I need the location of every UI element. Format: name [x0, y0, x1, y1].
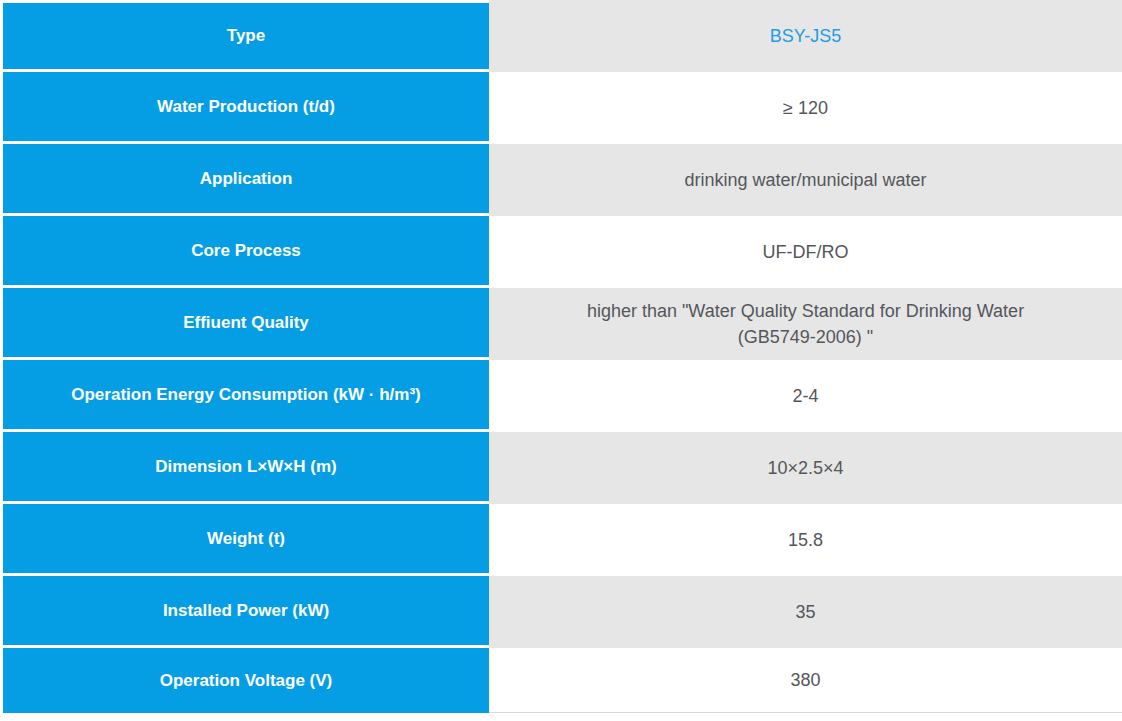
label-energy-consumption: Operation Energy Consumption (kW · h/m³) [0, 360, 489, 432]
label-installed-power: Installed Power (kW) [0, 576, 489, 648]
value-energy-consumption-text: 2-4 [792, 383, 818, 409]
label-dimension-text: Dimension L×W×H (m) [155, 457, 336, 477]
label-effluent-quality-text: Effiuent Quality [183, 313, 309, 333]
label-core-process: Core Process [0, 216, 489, 288]
label-water-production-text: Water Production (t/d) [157, 97, 335, 117]
row-effluent-quality: Effiuent Quality higher than "Water Qual… [0, 288, 1122, 360]
label-application: Application [0, 144, 489, 216]
value-type-text: BSY-JS5 [770, 23, 841, 49]
label-operation-voltage-text: Operation Voltage (V) [160, 671, 333, 691]
value-effluent-quality-line1: higher than "Water Quality Standard for … [587, 298, 1024, 324]
row-installed-power: Installed Power (kW) 35 [0, 576, 1122, 648]
value-type: BSY-JS5 [489, 0, 1122, 72]
label-core-process-text: Core Process [191, 241, 301, 261]
label-water-production: Water Production (t/d) [0, 72, 489, 144]
row-core-process: Core Process UF-DF/RO [0, 216, 1122, 288]
row-type: Type BSY-JS5 [0, 0, 1122, 72]
value-application-text: drinking water/municipal water [684, 167, 926, 193]
value-operation-voltage-text: 380 [790, 667, 820, 693]
label-effluent-quality: Effiuent Quality [0, 288, 489, 360]
label-energy-consumption-text: Operation Energy Consumption (kW · h/m³) [71, 385, 420, 405]
value-dimension: 10×2.5×4 [489, 432, 1122, 504]
value-energy-consumption: 2-4 [489, 360, 1122, 432]
value-installed-power: 35 [489, 576, 1122, 648]
product-spec-table: Type BSY-JS5 Water Production (t/d) ≥ 12… [0, 0, 1122, 713]
value-water-production: ≥ 120 [489, 72, 1122, 144]
label-dimension: Dimension L×W×H (m) [0, 432, 489, 504]
value-application: drinking water/municipal water [489, 144, 1122, 216]
row-operation-voltage: Operation Voltage (V) 380 [0, 648, 1122, 713]
value-dimension-text: 10×2.5×4 [767, 455, 843, 481]
value-weight-text: 15.8 [788, 527, 823, 553]
label-operation-voltage: Operation Voltage (V) [0, 648, 489, 713]
value-installed-power-text: 35 [795, 599, 815, 625]
label-weight-text: Weight (t) [207, 529, 285, 549]
row-weight: Weight (t) 15.8 [0, 504, 1122, 576]
value-core-process-text: UF-DF/RO [763, 239, 849, 265]
label-type: Type [0, 0, 489, 72]
value-operation-voltage: 380 [489, 648, 1122, 713]
row-energy-consumption: Operation Energy Consumption (kW · h/m³)… [0, 360, 1122, 432]
label-application-text: Application [200, 169, 293, 189]
row-dimension: Dimension L×W×H (m) 10×2.5×4 [0, 432, 1122, 504]
value-effluent-quality-line2: (GB5749-2006) " [738, 324, 873, 350]
value-water-production-text: ≥ 120 [783, 95, 828, 121]
value-weight: 15.8 [489, 504, 1122, 576]
label-installed-power-text: Installed Power (kW) [163, 601, 329, 621]
value-effluent-quality: higher than "Water Quality Standard for … [489, 288, 1122, 360]
label-weight: Weight (t) [0, 504, 489, 576]
label-type-text: Type [227, 26, 265, 46]
row-water-production: Water Production (t/d) ≥ 120 [0, 72, 1122, 144]
row-application: Application drinking water/municipal wat… [0, 144, 1122, 216]
value-core-process: UF-DF/RO [489, 216, 1122, 288]
